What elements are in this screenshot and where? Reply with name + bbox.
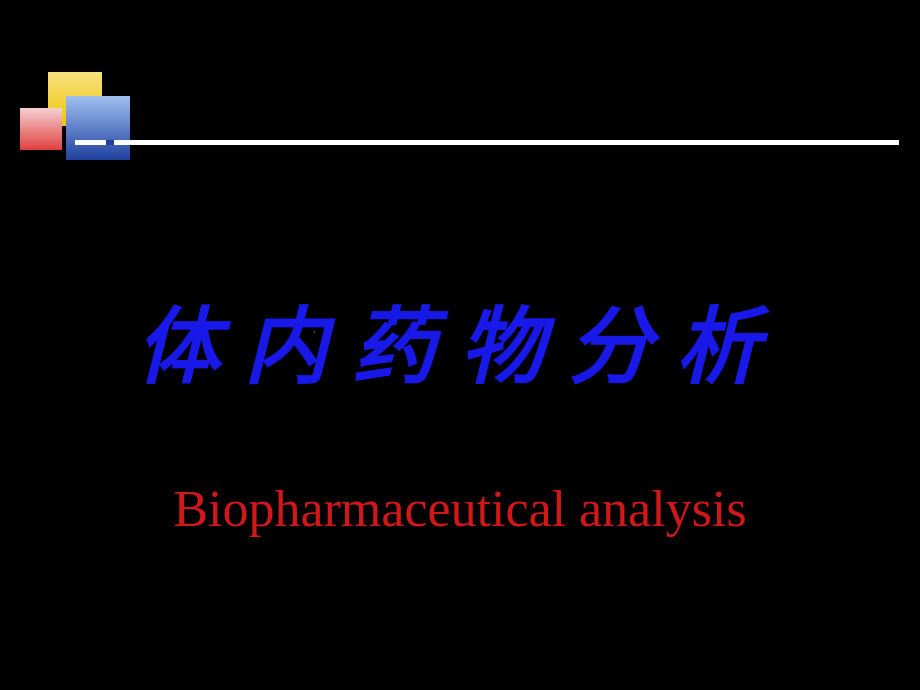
slide-subtitle-english: Biopharmaceutical analysis <box>0 480 920 539</box>
horizontal-divider <box>75 140 899 145</box>
logo-red-square <box>20 108 62 150</box>
divider-gap <box>106 140 114 145</box>
logo-blue-square <box>66 96 130 160</box>
logo-icon <box>20 72 140 172</box>
slide-title-chinese: 体内药物分析 <box>0 280 920 401</box>
